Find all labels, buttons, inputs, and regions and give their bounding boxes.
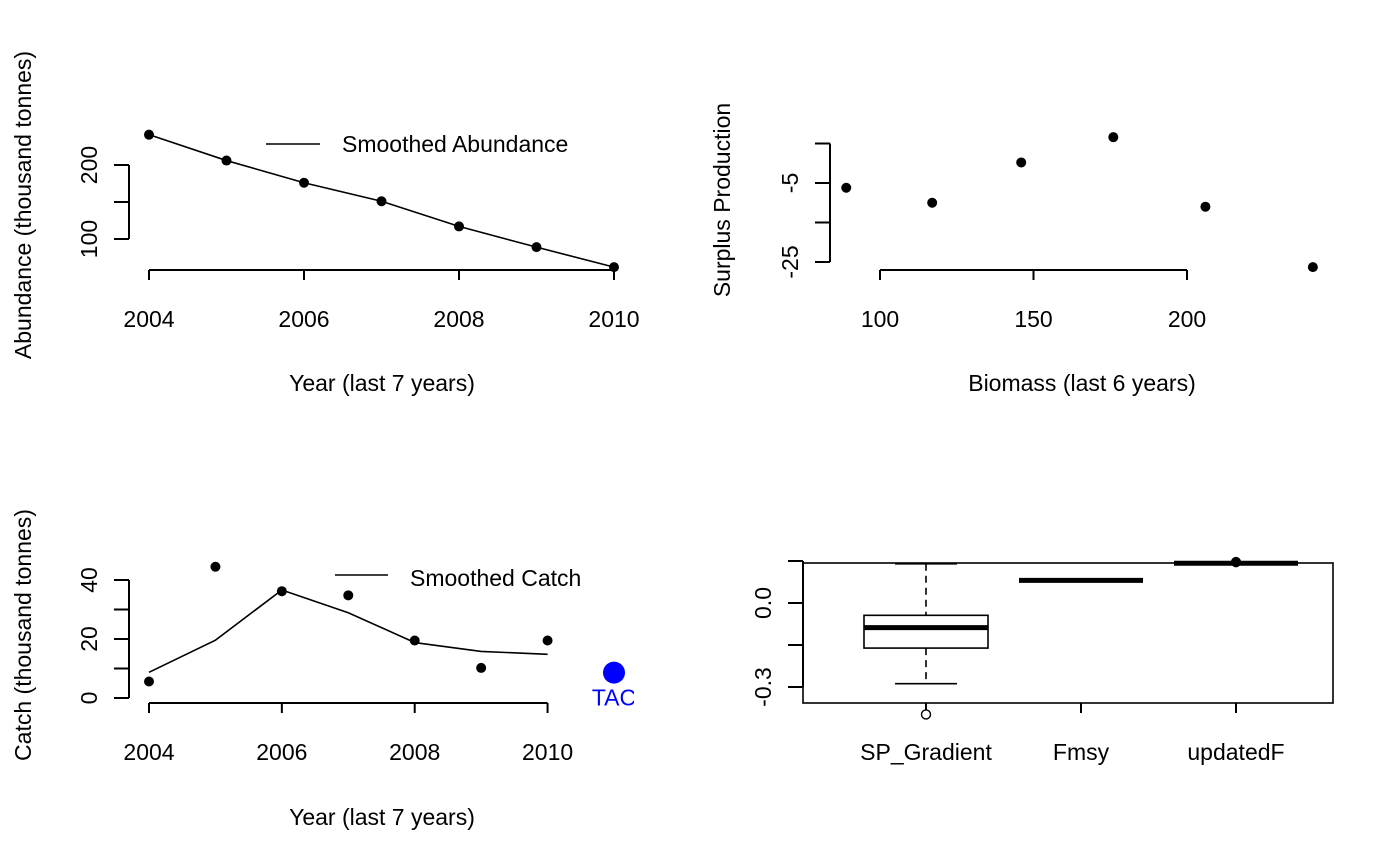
abundance-x-tick-label: 2008 (433, 306, 484, 332)
catch-point (542, 635, 553, 646)
surplus-production-x-tick-label: 200 (1168, 306, 1206, 332)
abundance-point (531, 242, 542, 253)
surplus-production-point (927, 197, 938, 208)
catch-point (210, 561, 221, 572)
catch-y-tick-label: 0 (76, 692, 102, 705)
catch-point (343, 590, 354, 601)
abundance-marks (144, 129, 619, 273)
boxplot-axes: -0.3 0.0 SP_Gradient Fmsy updatedF (750, 560, 1285, 765)
boxplot-outlier (1230, 556, 1242, 568)
catch-point (276, 586, 287, 597)
boxplot-box (863, 614, 989, 649)
abundance-point (221, 155, 232, 166)
surplus-production-x-tick-label: 150 (1014, 306, 1052, 332)
catch-point (409, 635, 420, 646)
catch-y-tick-label: 40 (76, 567, 102, 593)
surplus-production-point (841, 182, 852, 193)
abundance-x-tick-label: 2004 (123, 306, 174, 332)
catch-axes: 2004 2006 2008 2010 0 20 40 (76, 567, 573, 765)
boxplot-y-tick-label: -0.3 (750, 667, 776, 707)
abundance-panel: 2004 2006 2008 2010 100 200 Year (last 7 year… (10, 51, 640, 396)
surplus-production-y-axis-title: Surplus Production (709, 103, 735, 297)
surplus-production-x-axis-title: Biomass (last 6 years) (968, 370, 1196, 396)
abundance-point (454, 221, 464, 232)
abundance-y-tick-label: 100 (76, 220, 102, 258)
abundance-x-axis-title: Year (last 7 years) (289, 370, 475, 396)
catch-panel: 2004 2006 2008 2010 0 20 40 TAC Year (last 7 y… (10, 509, 636, 830)
catch-x-tick-label: 2006 (256, 739, 307, 765)
catch-y-axis-title: Catch (thousand tonnes) (10, 509, 36, 761)
boxplot-marks (863, 556, 1298, 720)
abundance-x-tick-label: 2006 (278, 306, 329, 332)
abundance-point (299, 177, 309, 188)
abundance-x-tick-label: 2010 (588, 306, 639, 332)
surplus-production-point (1108, 132, 1119, 143)
abundance-point (144, 129, 154, 140)
catch-legend: Smoothed Catch (335, 565, 581, 591)
catch-legend-label: Smoothed Catch (410, 565, 581, 591)
abundance-axes: 2004 2006 2008 2010 100 200 (76, 146, 640, 332)
abundance-legend: Smoothed Abundance (266, 131, 568, 157)
abundance-legend-label: Smoothed Abundance (342, 131, 568, 157)
boxplot-outlier (920, 709, 932, 720)
surplus-production-x-tick-label: 100 (861, 306, 899, 332)
abundance-point (376, 196, 387, 207)
tac-label: TAC (592, 685, 636, 711)
boxplot-category-label: updatedF (1187, 739, 1284, 765)
catch-y-tick-label: 20 (76, 626, 102, 652)
catch-x-axis-title: Year (last 7 years) (289, 804, 475, 830)
catch-x-tick-label: 2010 (522, 739, 573, 765)
tac-point (603, 661, 625, 684)
surplus-production-axes: 100 150 200 -25 -5 (777, 142, 1206, 332)
catch-x-tick-label: 2008 (389, 739, 440, 765)
catch-point (476, 662, 487, 673)
abundance-y-tick-label: 200 (76, 146, 102, 184)
abundance-point (609, 262, 619, 273)
surplus-production-y-tick-label: -25 (777, 245, 803, 278)
catch-marks: TAC (144, 561, 636, 711)
smoothed-catch-line (148, 589, 548, 674)
surplus-production-point (1307, 262, 1318, 273)
surplus-production-y-tick-label: -5 (777, 173, 803, 193)
catch-x-tick-label: 2004 (123, 739, 174, 765)
surplus-production-marks (841, 132, 1318, 273)
boxplot-panel: -0.3 0.0 SP_Gradient Fmsy updatedF (750, 556, 1334, 765)
catch-point (144, 676, 154, 687)
boxplot-y-tick-label: 0.0 (750, 587, 776, 619)
surplus-production-point (1200, 201, 1211, 212)
surplus-production-panel: 100 150 200 -25 -5 Biomass (last 6 years) Su… (709, 103, 1318, 396)
abundance-y-axis-title: Abundance (thousand tonnes) (10, 51, 36, 359)
boxplot-category-label: Fmsy (1053, 739, 1110, 765)
surplus-production-point (1016, 157, 1027, 168)
boxplot-category-label: SP_Gradient (860, 739, 992, 765)
